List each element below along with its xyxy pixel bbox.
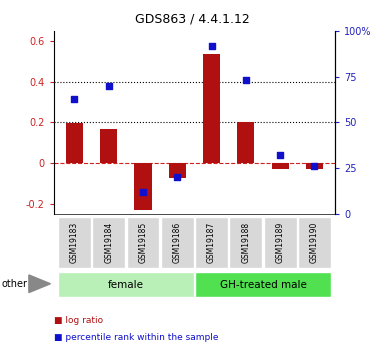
Text: GSM19190: GSM19190: [310, 222, 319, 263]
FancyBboxPatch shape: [264, 217, 296, 268]
Text: GSM19188: GSM19188: [241, 222, 250, 263]
Bar: [203, 55, 220, 163]
Bar: [100, 129, 117, 163]
Point: [174, 175, 180, 180]
Text: female: female: [108, 280, 144, 289]
Text: GSM19184: GSM19184: [104, 222, 113, 263]
Bar: [66, 124, 83, 163]
Point: [71, 96, 77, 101]
Text: ■ percentile rank within the sample: ■ percentile rank within the sample: [54, 333, 218, 342]
Bar: [169, 163, 186, 178]
Text: GDS863 / 4.4.1.12: GDS863 / 4.4.1.12: [135, 12, 250, 25]
FancyBboxPatch shape: [127, 217, 159, 268]
FancyBboxPatch shape: [195, 272, 331, 297]
FancyBboxPatch shape: [298, 217, 331, 268]
FancyBboxPatch shape: [195, 217, 228, 268]
Text: GSM19183: GSM19183: [70, 222, 79, 263]
Bar: [134, 163, 152, 210]
Text: GH-treated male: GH-treated male: [219, 280, 306, 289]
Point: [209, 43, 215, 48]
Point: [105, 83, 112, 89]
Point: [140, 189, 146, 195]
FancyBboxPatch shape: [229, 217, 262, 268]
Point: [243, 78, 249, 83]
Polygon shape: [29, 275, 50, 293]
Point: [277, 152, 283, 158]
FancyBboxPatch shape: [58, 272, 194, 297]
FancyBboxPatch shape: [161, 217, 194, 268]
Point: [311, 164, 318, 169]
Text: GSM19186: GSM19186: [173, 222, 182, 263]
Text: GSM19189: GSM19189: [276, 222, 285, 263]
Bar: [306, 163, 323, 169]
Text: GSM19185: GSM19185: [139, 222, 147, 263]
Bar: [271, 163, 289, 169]
Bar: [237, 122, 254, 163]
Text: other: other: [2, 279, 28, 289]
FancyBboxPatch shape: [92, 217, 125, 268]
Text: GSM19187: GSM19187: [207, 222, 216, 263]
Text: ■ log ratio: ■ log ratio: [54, 316, 103, 325]
FancyBboxPatch shape: [58, 217, 91, 268]
